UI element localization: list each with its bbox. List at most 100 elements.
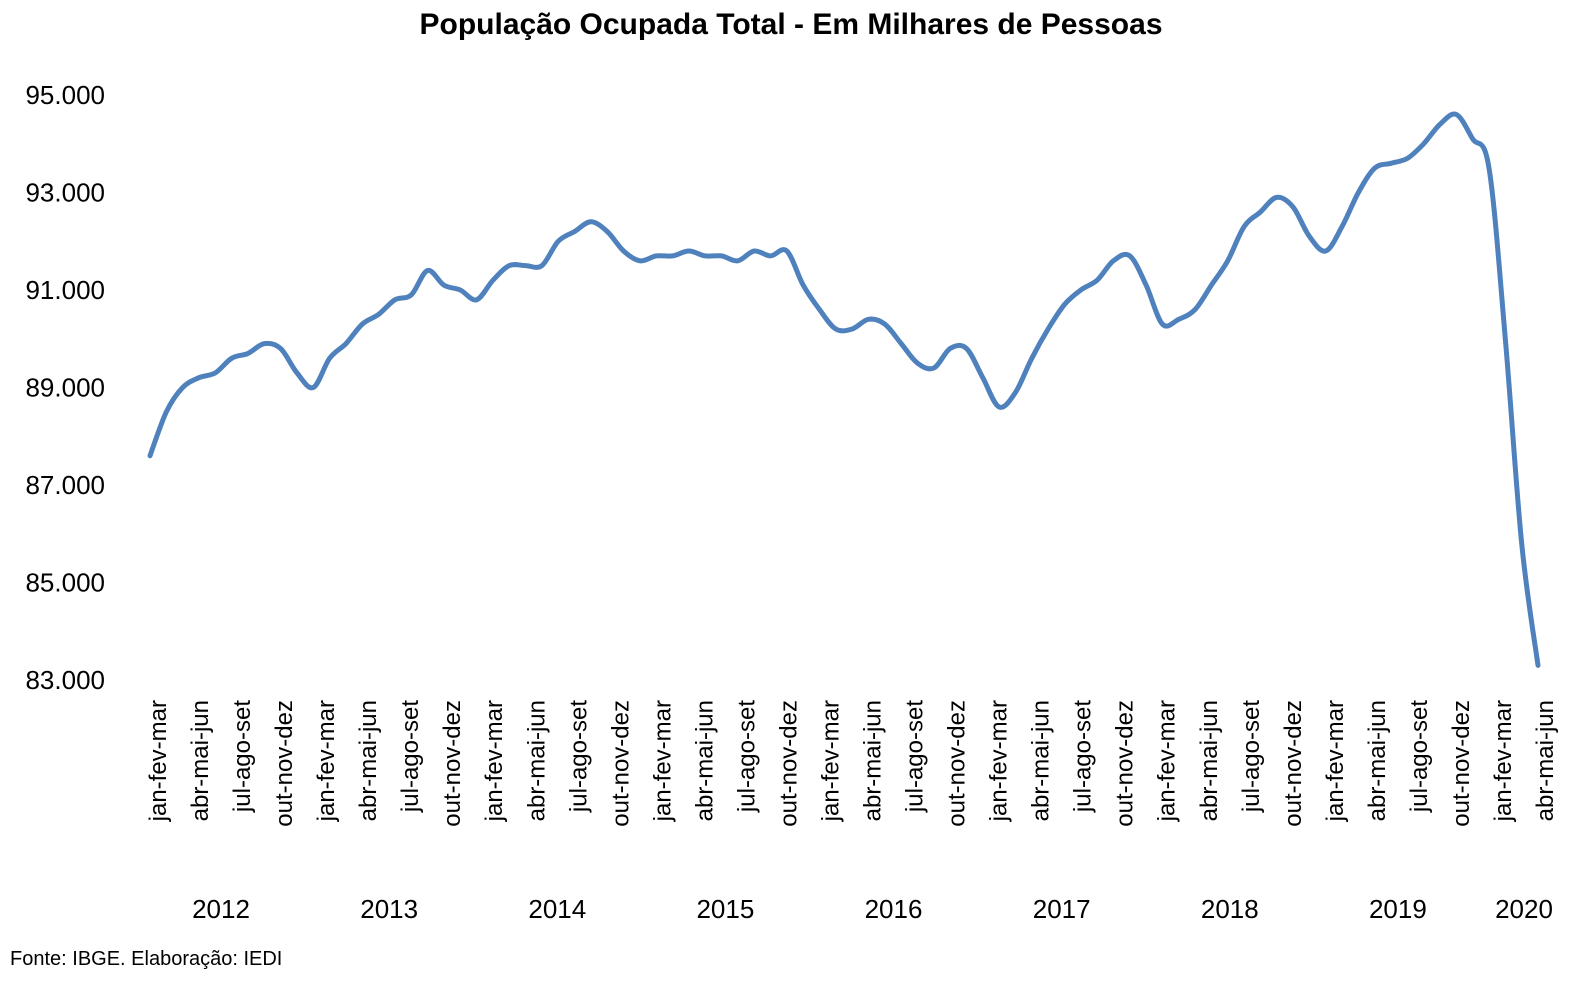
data-point [1062, 303, 1066, 307]
data-point [1111, 259, 1115, 263]
x-tick-label: jul-ago-set [229, 700, 256, 813]
x-tick-label: abr-mai-jun [1532, 700, 1559, 821]
data-point [1324, 249, 1328, 253]
data-point [1405, 156, 1409, 160]
x-tick-label: jan-fev-mar [818, 700, 845, 822]
x-tick-label: abr-mai-jun [187, 700, 214, 821]
year-label: 2019 [1369, 894, 1427, 924]
data-point [671, 254, 675, 258]
x-tick-label: jul-ago-set [733, 700, 760, 813]
data-point [328, 356, 332, 360]
data-point [1030, 356, 1034, 360]
data-point [262, 342, 266, 346]
data-point [540, 264, 544, 268]
data-point [883, 322, 887, 326]
data-point [834, 327, 838, 331]
data-point [556, 239, 560, 243]
data-point [752, 249, 756, 253]
data-point [1095, 278, 1099, 282]
year-label: 2017 [1033, 894, 1091, 924]
data-point [801, 283, 805, 287]
data-point [475, 298, 479, 302]
data-point [458, 288, 462, 292]
series-group [147, 111, 1541, 668]
x-tick-label: jul-ago-set [1238, 700, 1265, 813]
x-tick-label: jan-fev-mar [649, 700, 676, 822]
x-tick-label: jul-ago-set [902, 700, 929, 813]
x-tick-label: jul-ago-set [565, 700, 592, 813]
x-tick-label: abr-mai-jun [860, 700, 887, 821]
data-point [1520, 542, 1524, 546]
data-point [1079, 288, 1083, 292]
data-point [1389, 161, 1393, 165]
data-point [1422, 142, 1426, 146]
data-point [1471, 137, 1475, 141]
data-point [246, 351, 250, 355]
y-axis: 95.000 93.000 91.000 89.000 87.000 85.000 83.0… [25, 80, 105, 695]
x-tick-label: jan-fev-mar [313, 700, 340, 822]
data-point [1177, 317, 1181, 321]
data-point [965, 347, 969, 351]
data-point [1438, 122, 1442, 126]
x-axis: jan-fev-mar abr-mai-jun jul-ago-set out-nov… [145, 700, 1559, 924]
data-point [1193, 308, 1197, 312]
source-note: Fonte: IBGE. Elaboração: IEDI [10, 948, 283, 970]
year-label: 2018 [1201, 894, 1259, 924]
data-point [1454, 113, 1458, 117]
data-point [850, 327, 854, 331]
y-tick-label: 89.000 [25, 373, 105, 403]
data-point [491, 278, 495, 282]
year-label: 2015 [696, 894, 754, 924]
data-point [524, 264, 528, 268]
data-point [360, 322, 364, 326]
data-point [1275, 195, 1279, 199]
data-point [1046, 327, 1050, 331]
data-point [1356, 191, 1360, 195]
data-point [213, 371, 217, 375]
data-point [426, 269, 430, 273]
year-label: 2012 [192, 894, 250, 924]
data-point [948, 347, 952, 351]
x-tick-label: abr-mai-jun [523, 700, 550, 821]
data-point [605, 230, 609, 234]
x-tick-label: abr-mai-jun [355, 700, 382, 821]
y-tick-label: 85.000 [25, 568, 105, 598]
data-point [1014, 390, 1018, 394]
x-tick-label: jan-fev-mar [986, 700, 1013, 822]
data-point [148, 454, 152, 458]
x-tick-label: jan-fev-mar [1154, 700, 1181, 822]
data-point [622, 249, 626, 253]
y-tick-label: 91.000 [25, 275, 105, 305]
data-point [573, 230, 577, 234]
data-point [785, 249, 789, 253]
x-tick-label: out-nov-dez [439, 700, 466, 827]
data-point [997, 405, 1001, 409]
data-point [932, 366, 936, 370]
x-tick-label: out-nov-dez [1112, 700, 1139, 827]
chart-title: População Ocupada Total - Em Milhares de… [419, 8, 1163, 41]
data-point [507, 264, 511, 268]
data-point [736, 259, 740, 263]
data-point [589, 220, 593, 224]
x-tick-label: abr-mai-jun [1028, 700, 1055, 821]
x-tick-label: jan-fev-mar [481, 700, 508, 822]
data-point [164, 410, 168, 414]
data-point [1144, 283, 1148, 287]
data-point [295, 371, 299, 375]
data-point [181, 386, 185, 390]
x-tick-label: abr-mai-jun [1364, 700, 1391, 821]
data-point [867, 317, 871, 321]
data-point [769, 254, 773, 258]
data-point [899, 342, 903, 346]
data-point [654, 254, 658, 258]
year-label: 2013 [360, 894, 418, 924]
data-point [1160, 322, 1164, 326]
x-tick-label: abr-mai-jun [691, 700, 718, 821]
x-tick-label: jul-ago-set [1406, 700, 1433, 813]
y-tick-label: 83.000 [25, 665, 105, 695]
data-point [638, 259, 642, 263]
data-point [1503, 337, 1507, 341]
data-point [1373, 166, 1377, 170]
data-point [230, 356, 234, 360]
